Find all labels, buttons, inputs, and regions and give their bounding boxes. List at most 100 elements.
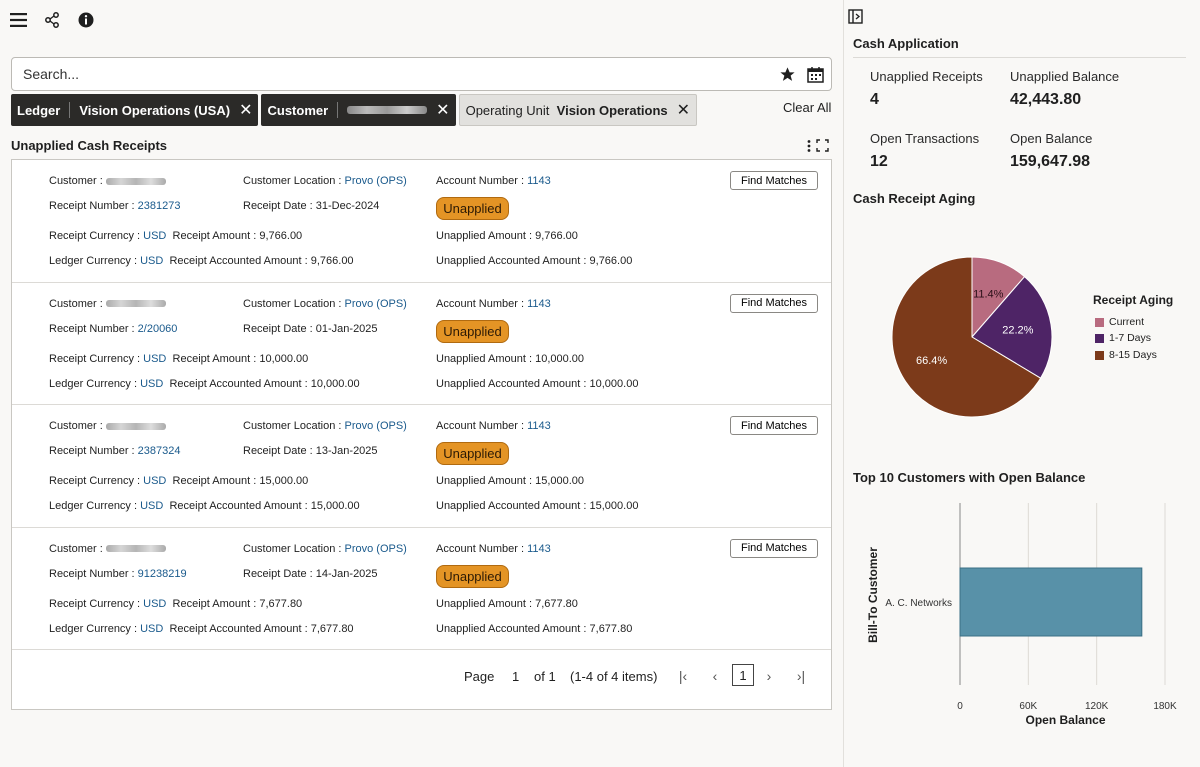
currency-link[interactable]: USD (143, 230, 167, 242)
field-label: Receipt Date : (243, 200, 313, 212)
field-label: Receipt Number : (49, 567, 135, 580)
receipt-record: Customer : Customer Location : Provo (OP… (12, 160, 831, 283)
collapse-panel-icon[interactable] (845, 6, 865, 26)
customer-location-field: Customer Location : Provo (OPS) (243, 543, 407, 555)
x-tick-label: 180K (1153, 701, 1177, 712)
status-badge: Unapplied (436, 564, 509, 588)
ledger-currency-field: Ledger Currency : USD Receipt Accounted … (49, 378, 360, 390)
expand-icon[interactable] (816, 139, 829, 156)
next-page-icon[interactable]: › (766, 668, 772, 684)
hamburger-icon[interactable] (8, 10, 28, 30)
unapplied-amount-value: 10,000.00 (535, 352, 585, 365)
pie-data-label: 66.4% (916, 355, 947, 367)
accounted-amount-value: 15,000.00 (310, 500, 360, 512)
customer-location-link[interactable]: Provo (OPS) (344, 542, 407, 555)
redacted-customer-name (347, 106, 428, 114)
receipt-number-link[interactable]: 91238219 (137, 567, 187, 580)
currency-link[interactable]: USD (143, 597, 167, 610)
field-label: Customer Location : (243, 420, 342, 432)
items-count: (1-4 of 4 items) (570, 669, 658, 684)
field-label: Unapplied Amount : (436, 230, 533, 242)
legend-item-8-15-days[interactable]: 8-15 Days (1095, 349, 1157, 361)
customer-field: Customer : (49, 298, 166, 310)
info-icon[interactable] (76, 10, 96, 30)
customer-location-field: Customer Location : Provo (OPS) (243, 298, 407, 310)
unapplied-accounted-value: 9,766.00 (589, 255, 633, 267)
field-label: Receipt Number : (49, 322, 135, 335)
customer-location-link[interactable]: Provo (OPS) (344, 175, 407, 187)
customer-location-link[interactable]: Provo (OPS) (344, 420, 407, 432)
receipt-date-field: Receipt Date : 01-Jan-2025 (243, 323, 378, 335)
share-icon[interactable] (42, 10, 62, 30)
kpi-unapplied-balance[interactable]: 42,443.80 (1010, 91, 1082, 108)
page-label: Page (464, 669, 495, 684)
close-icon[interactable]: ✕ (239, 102, 253, 119)
legend-item-current[interactable]: Current (1095, 316, 1144, 328)
receipt-date-value: 31-Dec-2024 (315, 200, 380, 212)
receipt-amount-value: 7,677.80 (259, 597, 303, 610)
unapplied-accounted-field: Unapplied Accounted Amount : 7,677.80 (436, 623, 632, 635)
ledger-currency-field: Ledger Currency : USD Receipt Accounted … (49, 500, 360, 512)
previous-page-icon[interactable]: ‹ (712, 668, 718, 684)
filter-chip-customer[interactable]: Customer ✕ (261, 94, 456, 126)
kpi-open-transactions[interactable]: 12 (870, 153, 888, 170)
kpi-unapplied-receipts[interactable]: 4 (870, 91, 879, 108)
receipt-amount-value: 15,000.00 (259, 475, 309, 487)
left-panel: Ledger Vision Operations (USA) ✕ Custome… (8, 10, 832, 710)
last-page-icon[interactable]: ›| (796, 668, 806, 684)
find-matches-button[interactable]: Find Matches (730, 538, 818, 558)
more-options-icon[interactable] (806, 139, 812, 156)
find-matches-button[interactable]: Find Matches (730, 171, 818, 190)
pie-slice[interactable] (971, 275, 1053, 379)
field-label: Ledger Currency : (49, 500, 138, 512)
customer-field: Customer : (49, 175, 166, 187)
current-page-button[interactable]: 1 (732, 664, 754, 686)
close-icon[interactable]: ✕ (676, 102, 691, 119)
pie-slice[interactable] (891, 256, 1042, 418)
close-icon[interactable]: ✕ (436, 102, 450, 119)
account-number-link[interactable]: 1143 (527, 175, 551, 187)
kpi-open-balance[interactable]: 159,647.98 (1010, 153, 1091, 170)
legend-swatch (1095, 350, 1104, 360)
account-number-field: Account Number : 1143 (436, 175, 551, 187)
filter-chip-ledger[interactable]: Ledger Vision Operations (USA) ✕ (11, 94, 259, 126)
currency-link[interactable]: USD (143, 475, 167, 487)
top10-chart-title: Top 10 Customers with Open Balance (853, 470, 1086, 485)
receipt-number-link[interactable]: 2387324 (137, 445, 181, 457)
field-label: Customer Location : (243, 175, 342, 187)
x-tick-label: 120K (1085, 701, 1109, 712)
receipt-number-link[interactable]: 2/20060 (137, 322, 178, 335)
customer-location-link[interactable]: Provo (OPS) (344, 297, 407, 310)
currency-link[interactable]: USD (140, 622, 164, 635)
receipt-record: Customer : Customer Location : Provo (OP… (12, 528, 831, 650)
x-tick-label: 60K (1019, 701, 1037, 712)
field-label: Receipt Accounted Amount : (169, 622, 308, 635)
field-label: Receipt Currency : (49, 597, 141, 610)
search-input[interactable] (23, 66, 777, 82)
account-number-link[interactable]: 1143 (527, 297, 551, 310)
unapplied-accounted-value: 10,000.00 (589, 377, 639, 390)
first-page-icon[interactable]: |‹ (678, 668, 688, 684)
clear-all-button[interactable]: Clear All (783, 100, 832, 115)
redacted-customer (105, 300, 166, 308)
receipt-number-link[interactable]: 2381273 (137, 200, 181, 212)
unapplied-amount-field: Unapplied Amount : 10,000.00 (436, 353, 584, 365)
favorite-star-icon[interactable] (777, 64, 797, 84)
calendar-icon[interactable] (805, 64, 825, 84)
currency-link[interactable]: USD (140, 500, 164, 512)
field-label: Receipt Currency : (49, 352, 141, 365)
account-number-link[interactable]: 1143 (527, 420, 551, 432)
field-label: Customer Location : (243, 542, 342, 555)
currency-link[interactable]: USD (140, 377, 164, 390)
accounted-amount-value: 9,766.00 (310, 255, 354, 267)
find-matches-button[interactable]: Find Matches (730, 293, 818, 313)
filter-chip-operating-unit[interactable]: Operating Unit Vision Operations ✕ (458, 94, 698, 126)
find-matches-button[interactable]: Find Matches (730, 416, 818, 435)
account-number-link[interactable]: 1143 (527, 542, 551, 555)
legend-label: 1-7 Days (1109, 332, 1152, 344)
receipt-number-field: Receipt Number : 2/20060 (49, 323, 177, 335)
legend-item-1-7-days[interactable]: 1-7 Days (1095, 332, 1151, 344)
currency-link[interactable]: USD (140, 255, 164, 267)
currency-link[interactable]: USD (143, 352, 167, 365)
bar[interactable] (959, 567, 1143, 637)
